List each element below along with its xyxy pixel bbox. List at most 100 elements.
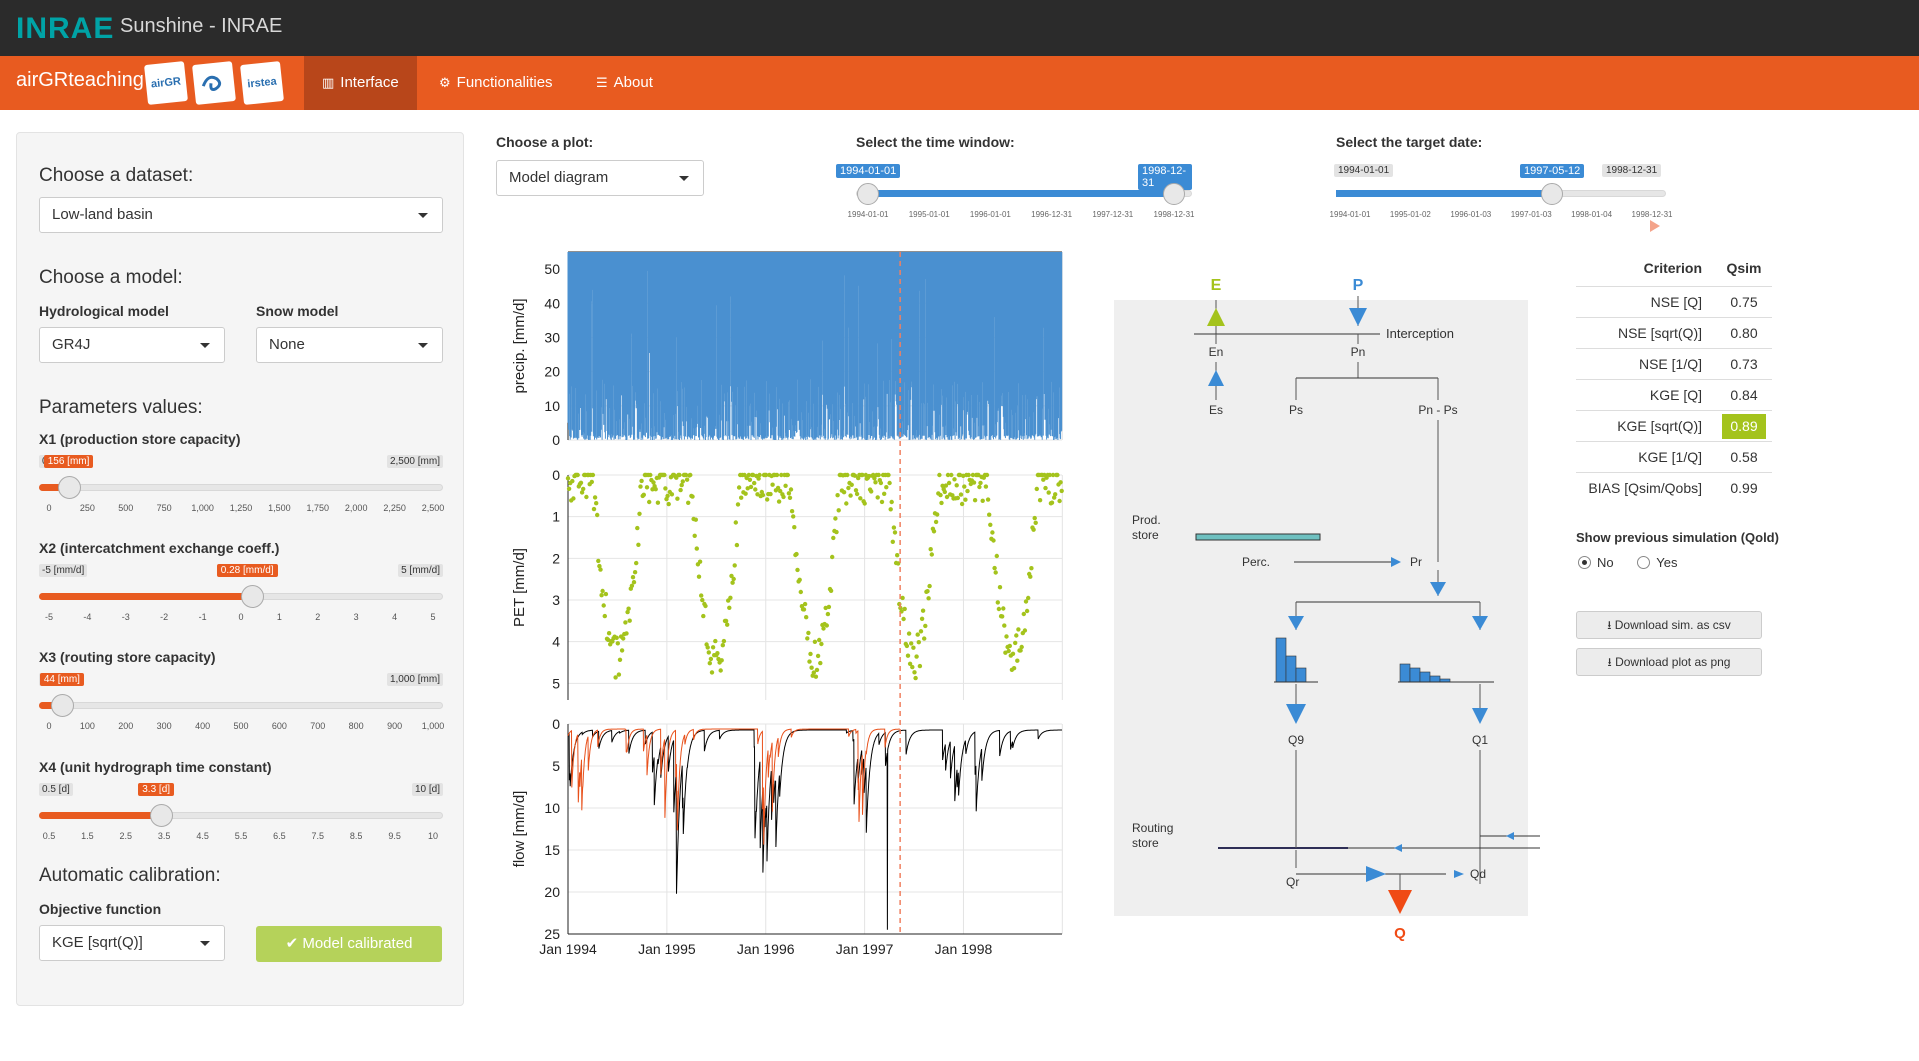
previous-sim-radio-group: No Yes [1578,555,1677,570]
pet-point [746,472,751,478]
pet-point [997,585,1003,590]
radio-no-dot[interactable] [1578,556,1591,569]
window-start-handle[interactable] [857,183,879,205]
param-x1-slider[interactable]: 0 2,500 [mm] 156 [mm] 0 250 500 750 1,000 1,250 1… [39,455,444,515]
slider-tick-label: -4 [83,612,92,622]
pet-point [1046,490,1051,495]
pet-point [694,546,699,551]
slider-tick-label: 5 [430,612,436,622]
download-icon: ⭳ [1607,655,1616,669]
download-png-button[interactable]: ⭳ Download plot as png [1576,648,1762,676]
pet-point [892,530,898,535]
y-tick-label: 50 [544,261,560,277]
pet-point [1043,485,1048,491]
pet-point [785,472,790,478]
gear-icon: ⚙ [439,75,451,90]
slider-value-label: 0.28 [mm/d] [216,564,278,577]
radio-yes[interactable]: Yes [1637,555,1677,570]
slider-tick-label: 1,750 [306,503,330,513]
pet-point [824,623,829,628]
slider-handle[interactable] [51,694,75,717]
y-axis-label: flow [mm/d] [511,791,528,868]
param-x4-slider[interactable]: 0.5 [d] 10 [d] 3.3 [d] 0.5 1.5 2.5 3.5 4.5 5.5 6.… [39,783,443,843]
radio-yes-label: Yes [1656,555,1678,570]
time-window-slider[interactable]: 1994-01-01 1998-12-31 1994-01-01 1995-01-… [836,140,1194,219]
brand-name[interactable]: airGRteaching [16,69,144,91]
pet-point [923,623,928,629]
slider-ticks: -5 -4 -3 -2 -1 0 1 2 3 4 5 [39,612,443,624]
pet-point [565,476,571,481]
pet-point [1023,599,1029,604]
slider-tick-label: 600 [271,721,287,731]
pet-point [765,497,770,502]
uh2-bar [1409,667,1421,683]
pet-point [692,533,697,538]
target-date-handle[interactable] [1541,183,1563,205]
pet-point [723,618,729,624]
pet-point [1001,606,1006,611]
pet-point [638,484,643,489]
slider-tick-label: 2 [315,612,321,622]
pet-point [675,496,680,501]
pet-point [872,476,877,481]
target-date-slider[interactable]: 1994-01-01 1997-05-12 1998-12-31 1994-01… [1330,140,1672,232]
pet-point [693,517,698,522]
play-icon[interactable] [1650,220,1660,232]
pet-point [891,525,897,530]
pet-point [1011,666,1017,671]
slider-ticks: 0.5 1.5 2.5 3.5 4.5 5.5 6.5 7.5 8.5 9.5 10 [39,831,443,843]
flow-chart: 0 5 10 15 20 25 flow [mm/d] Jan 1994 Jan 1995 Jan… [511,716,1063,957]
pet-point [627,618,632,623]
download-csv-label: Download sim. as csv [1614,618,1731,632]
slider-handle[interactable] [58,476,82,499]
snow-model-select[interactable]: None [256,327,443,363]
pet-point [942,489,947,495]
pet-point [935,512,940,517]
pet-point [854,491,860,497]
pet-point [630,575,636,580]
pet-point [811,670,816,675]
download-csv-button[interactable]: ⭳ Download sim. as csv [1576,611,1762,639]
slider-tick-label: 4 [392,612,398,622]
plot-select[interactable]: Model diagram [496,160,704,196]
objective-select[interactable]: KGE [sqrt(Q)] [39,925,225,961]
tab-interface[interactable]: ▥ Interface [304,56,417,110]
dataset-select[interactable]: Low-land basin [39,197,443,233]
window-end-handle[interactable] [1163,183,1185,205]
pet-point [945,472,951,478]
y-tick-label: 30 [544,329,560,345]
param-x3-slider[interactable]: 0 1,000 [mm] 44 [mm] 0 100 200 300 400 500 600 700… [39,673,444,733]
pet-point [943,483,949,488]
param-x2-slider[interactable]: -5 [mm/d] 5 [mm/d] 0.28 [mm/d] -5 -4 -3 -2 -1 0 1… [39,564,443,624]
pet-point [995,600,1000,605]
model-calibrated-button[interactable]: ✔ Model calibrated [256,926,442,962]
hydro-model-select[interactable]: GR4J [39,327,225,363]
tab-about[interactable]: ☰ About [578,56,671,110]
criteria-value: 0.73 [1730,356,1758,372]
tab-functionalities[interactable]: ⚙ Functionalities [421,56,571,110]
pet-point [821,626,826,631]
pet-point [920,608,926,613]
pet-point [706,650,711,655]
param-x1-label: X1 (production store capacity) [39,431,241,447]
pet-point [713,638,718,644]
chevron-down-icon [418,213,428,218]
slider-handle[interactable] [149,804,173,827]
criteria-table: Criterion Qsim NSE [Q] 0.75 NSE [sqrt(Q)] 0… [1576,256,1772,503]
irstea-logo: irstea [240,61,284,105]
pet-point [890,539,895,544]
pet-point [905,653,911,658]
pet-point [878,480,884,486]
param-x3-label: X3 (routing store capacity) [39,649,216,665]
plot-select-value: Model diagram [509,169,609,186]
criteria-row: BIAS [Qsim/Qobs] 0.99 [1576,472,1772,503]
radio-no-label: No [1597,555,1614,570]
navbar: airGRteaching airGR irstea ▥ Interface ⚙ F… [0,56,1919,110]
radio-yes-dot[interactable] [1637,556,1651,569]
slider-value-label: 3.3 [d] [138,783,175,796]
pet-point [743,491,748,496]
slider-handle[interactable] [240,585,264,608]
radio-no[interactable]: No [1578,555,1614,570]
slider-max-label: 1,000 [mm] [386,673,443,686]
